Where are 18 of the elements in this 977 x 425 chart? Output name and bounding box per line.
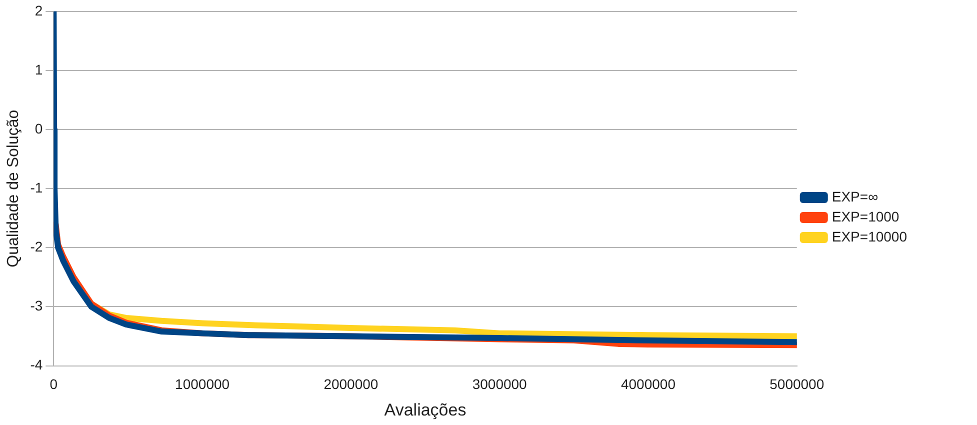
y-tick-label: -3 bbox=[30, 298, 43, 314]
y-tick-label: 0 bbox=[34, 120, 43, 136]
x-tick-label: 4000000 bbox=[620, 376, 676, 392]
x-tick-label: 3000000 bbox=[472, 376, 528, 392]
y-tick-label: 1 bbox=[34, 61, 43, 78]
legend-label: EXP=∞ bbox=[832, 188, 878, 204]
y-tick-label: -1 bbox=[30, 179, 43, 196]
y-tick-label: 2 bbox=[34, 2, 43, 18]
x-tick-label: 5000000 bbox=[770, 376, 824, 392]
legend-label: EXP=1000 bbox=[832, 208, 900, 224]
x-tick-label: 0 bbox=[50, 376, 58, 392]
legend-label: EXP=10000 bbox=[832, 228, 908, 244]
y-tick-label: -4 bbox=[30, 356, 43, 373]
x-tick-label: 2000000 bbox=[324, 376, 378, 392]
x-tick-label: 1000000 bbox=[175, 376, 230, 392]
x-axis-title: Avaliações bbox=[384, 400, 466, 420]
y-axis-title: Qualidade de Solução bbox=[5, 110, 22, 268]
y-tick-label: -2 bbox=[30, 238, 43, 255]
